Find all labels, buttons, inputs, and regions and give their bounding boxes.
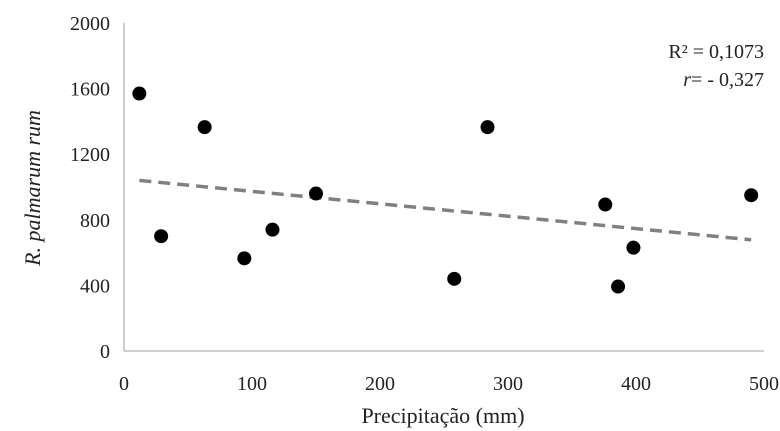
data-point [598,197,613,212]
y-tick-label: 1600 [70,79,110,101]
y-tick-labels: 0 400 800 1200 1600 2000 [70,13,110,363]
x-axis-title: Precipitação (mm) [361,403,524,428]
data-points [132,86,759,294]
y-tick-label: 800 [80,210,110,232]
x-tick-labels: 0 100 200 300 400 500 [119,373,779,395]
x-tick-label: 200 [365,373,395,395]
data-point [447,271,462,286]
trendline [139,178,752,242]
x-tick-label: 100 [237,373,267,395]
data-point [480,120,495,135]
y-tick-label: 1200 [70,144,110,166]
data-point [197,120,212,135]
data-point [132,86,147,101]
r-squared-annotation: R² = 0,1073 [668,41,764,63]
y-tick-label: 0 [100,341,110,363]
data-point [611,279,626,294]
data-point [744,188,759,203]
data-point [265,222,280,237]
y-axis-title: R. palmarum rum [20,110,45,267]
x-tick-label: 400 [621,373,651,395]
y-tick-label: 2000 [70,13,110,35]
data-point [626,240,641,255]
data-point [309,186,323,201]
r-value: = - 0,327 [691,69,764,91]
y-tick-label: 400 [80,275,110,297]
data-point [237,251,252,266]
x-tick-label: 0 [119,373,129,395]
x-tick-label: 300 [493,373,523,395]
r-annotation: r= - 0,327 [683,69,764,91]
r-symbol: r [683,69,691,91]
data-point [154,229,169,244]
x-tick-label: 500 [749,373,779,395]
